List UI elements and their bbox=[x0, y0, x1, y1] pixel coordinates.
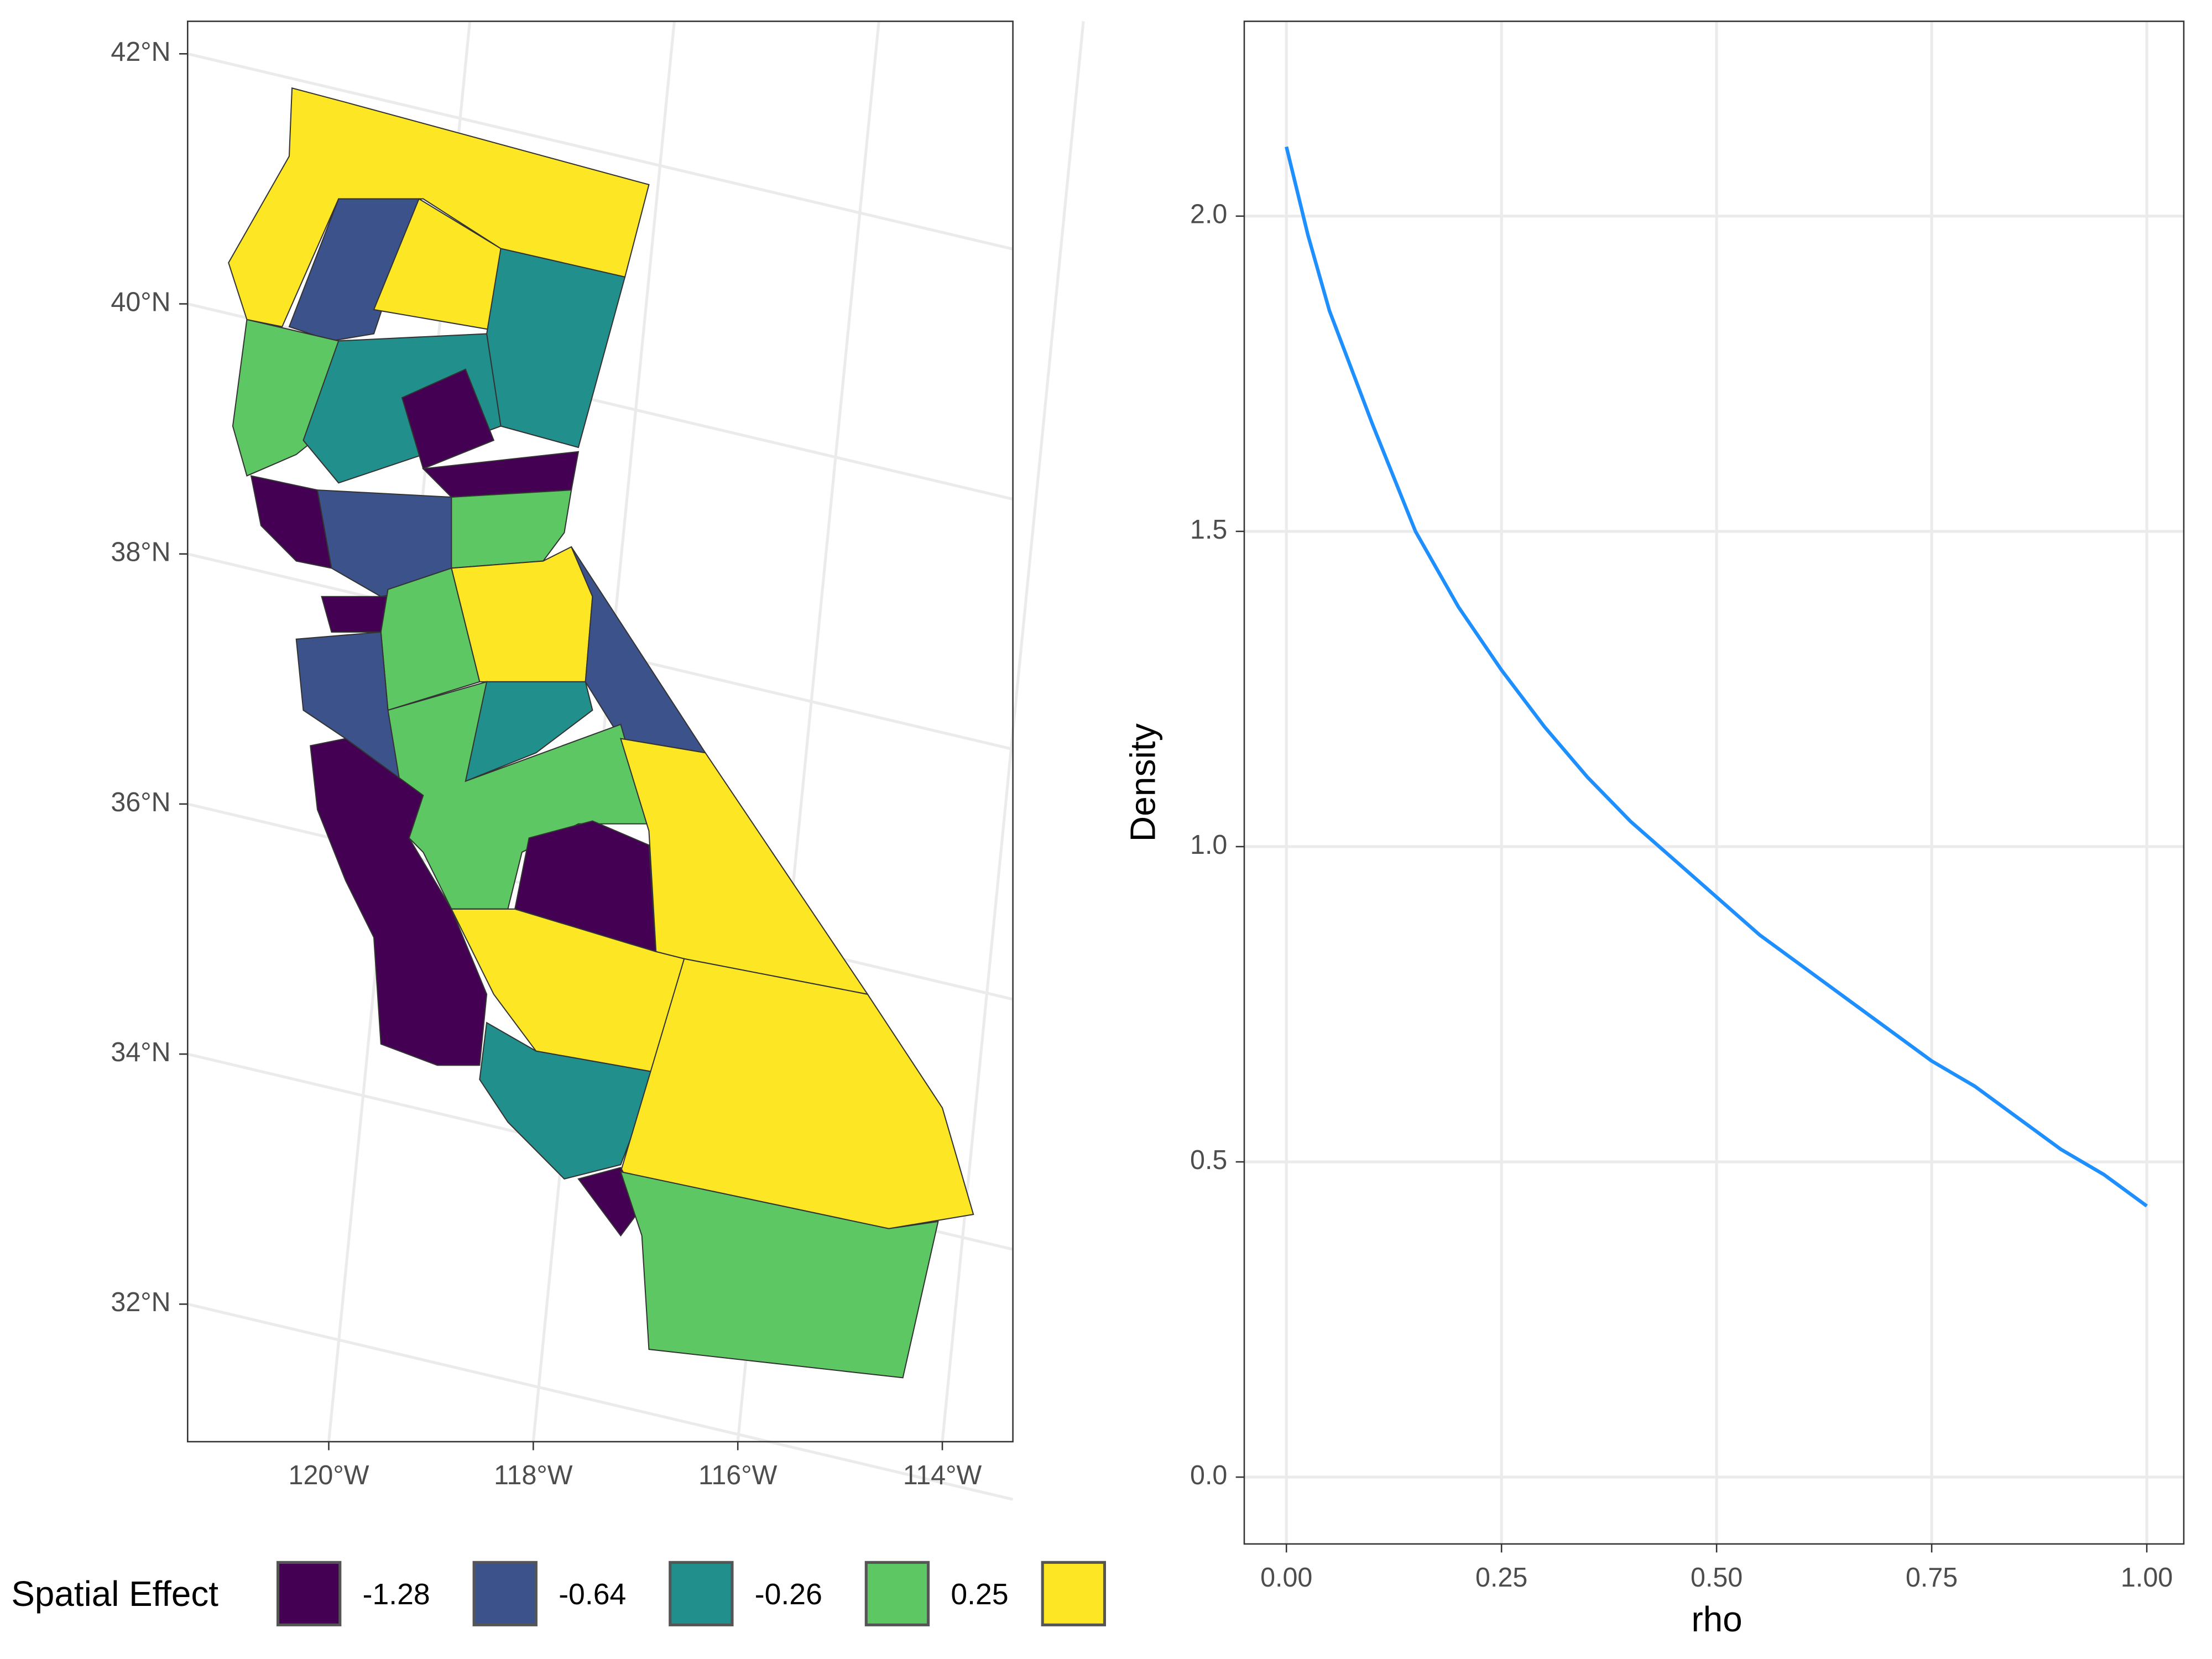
county bbox=[619, 1171, 939, 1379]
county bbox=[310, 738, 488, 1066]
x-tick-label: 0.25 bbox=[1475, 1563, 1527, 1593]
y-tick-label: 0.0 bbox=[1190, 1460, 1227, 1490]
legend-label: -0.26 bbox=[755, 1578, 822, 1611]
x-tick-label: 1.00 bbox=[2121, 1563, 2173, 1593]
y-tick-label: 2.0 bbox=[1190, 200, 1227, 229]
legend-title: Spatial Effect bbox=[11, 1574, 218, 1614]
y-tick-label: 34°N bbox=[111, 1037, 170, 1067]
county bbox=[571, 546, 707, 754]
graticule-line bbox=[187, 52, 1014, 251]
legend-swatch bbox=[276, 1561, 342, 1626]
x-tick-label: 118°W bbox=[494, 1460, 572, 1490]
graticule-line bbox=[187, 1302, 1014, 1501]
x-tick-label: 0.75 bbox=[1906, 1563, 1958, 1593]
county bbox=[321, 596, 389, 633]
legend-label: 0.25 bbox=[951, 1578, 1008, 1611]
legend-swatch bbox=[1041, 1561, 1106, 1626]
legend-swatch bbox=[669, 1561, 734, 1626]
y-tick-label: 40°N bbox=[111, 287, 170, 317]
x-tick-label: 120°W bbox=[288, 1460, 369, 1490]
map bbox=[228, 87, 974, 1379]
y-tick-label: 1.5 bbox=[1190, 515, 1227, 545]
county bbox=[401, 368, 495, 469]
density-line bbox=[1285, 146, 2148, 1208]
county bbox=[250, 475, 332, 569]
y-tick-label: 42°N bbox=[111, 37, 170, 67]
y-tick-label: 38°N bbox=[111, 537, 170, 567]
county bbox=[479, 1021, 657, 1180]
map-border bbox=[187, 20, 1014, 1443]
legend-swatch bbox=[472, 1561, 538, 1626]
legend-label: -0.64 bbox=[559, 1578, 626, 1611]
county bbox=[380, 567, 481, 711]
x-tick-label: 114°W bbox=[903, 1460, 982, 1490]
x-tick-label: 116°W bbox=[698, 1460, 777, 1490]
y-tick-label: 0.5 bbox=[1190, 1145, 1227, 1175]
y-tick-label: 1.0 bbox=[1190, 830, 1227, 860]
county bbox=[451, 489, 572, 569]
x-tick-label: 0.50 bbox=[1691, 1563, 1743, 1593]
x-axis-title: rho bbox=[1692, 1599, 1743, 1639]
plot-border bbox=[1243, 20, 2185, 1545]
y-axis-title: Density bbox=[1123, 723, 1162, 842]
plot-panel bbox=[1244, 21, 2184, 1544]
legend-swatch bbox=[864, 1561, 930, 1626]
county bbox=[288, 198, 420, 342]
y-tick-label: 32°N bbox=[111, 1287, 170, 1317]
legend-label: -1.28 bbox=[363, 1578, 430, 1611]
x-tick-label: 0.00 bbox=[1260, 1563, 1312, 1593]
county bbox=[486, 248, 626, 448]
y-tick-label: 36°N bbox=[111, 787, 170, 817]
